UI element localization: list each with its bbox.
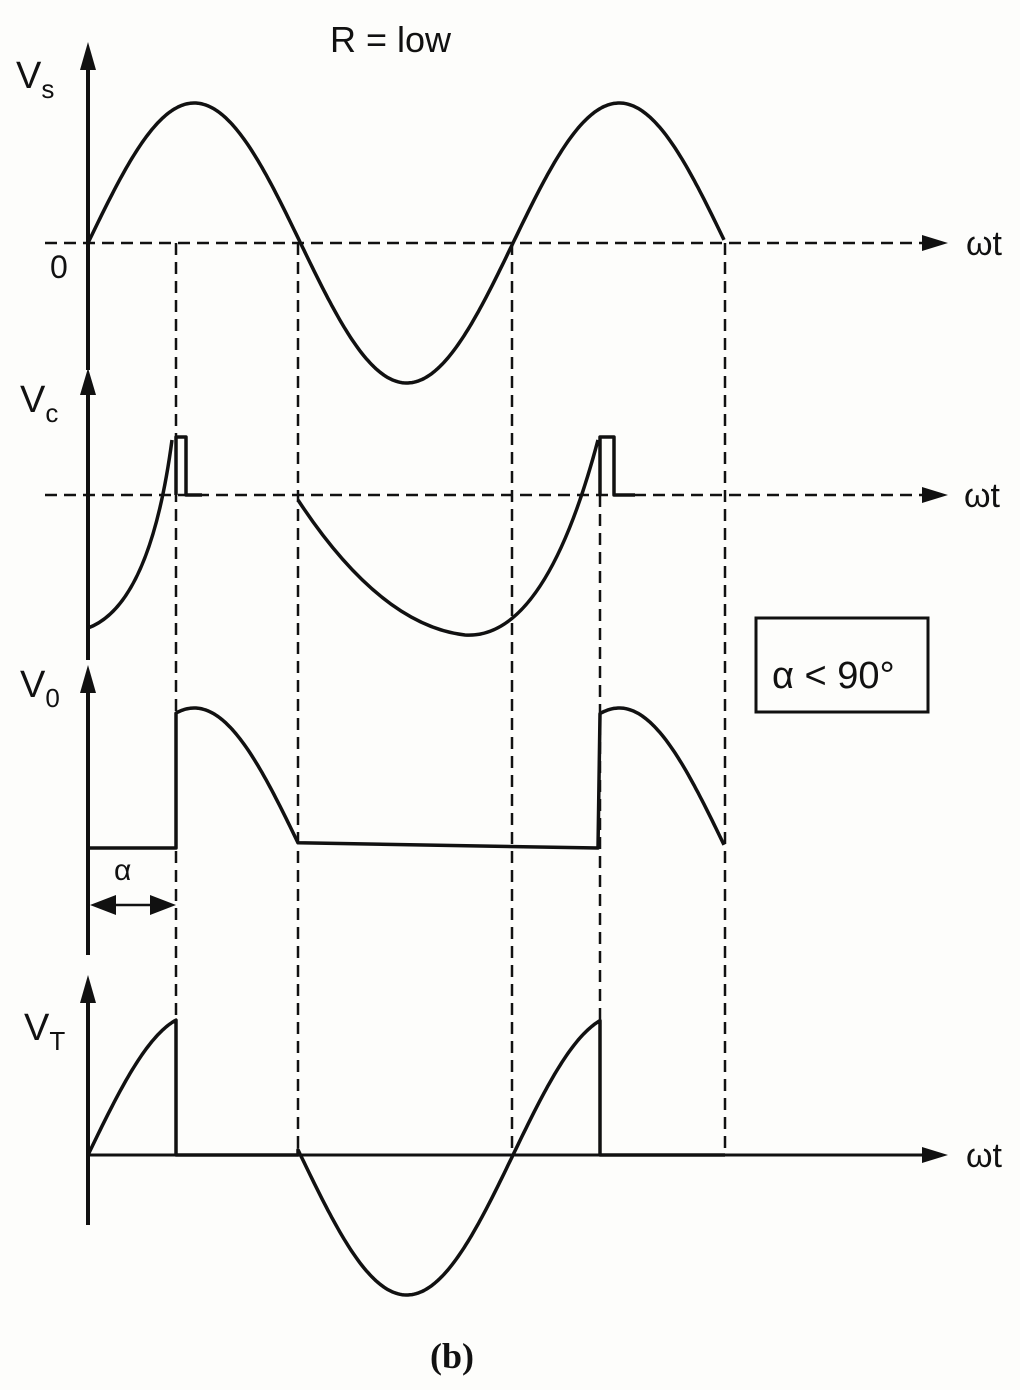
vt-waveform: [86, 1018, 725, 1297]
condition-text: α < 90°: [772, 655, 895, 697]
vc-waveform: [87, 435, 635, 637]
arrow-up-icon: [80, 42, 96, 70]
double-arrow-icon: [90, 895, 176, 915]
v0-waveform: [88, 706, 726, 850]
vt-label: VT: [24, 1007, 65, 1056]
v0-axis: [80, 665, 96, 955]
vt-axis: [80, 975, 96, 1225]
alpha-label: α: [114, 854, 131, 887]
arrow-up-icon: [80, 665, 96, 693]
vc-label: Vc: [20, 379, 58, 428]
condition-box: [754, 616, 930, 714]
origin-label: 0: [50, 249, 68, 285]
vs-axis: [80, 42, 96, 370]
vc-axis: [80, 368, 96, 660]
arrow-right-icon: [922, 235, 948, 251]
diagram-title: R = low: [330, 19, 452, 60]
vs-label: Vs: [16, 55, 54, 104]
figure-caption: (b): [430, 1336, 474, 1376]
arrow-right-icon: [922, 487, 948, 503]
guide-lines: [174, 243, 727, 1155]
time-label-vc: ωt: [964, 477, 1001, 515]
arrow-up-icon: [80, 975, 96, 1003]
vs-waveform: [86, 101, 726, 385]
time-label-vs: ωt: [966, 225, 1003, 263]
arrow-up-icon: [80, 368, 96, 395]
arrow-right-icon: [922, 1147, 948, 1163]
v0-label: V0: [20, 664, 60, 713]
time-label-vt: ωt: [966, 1137, 1003, 1175]
